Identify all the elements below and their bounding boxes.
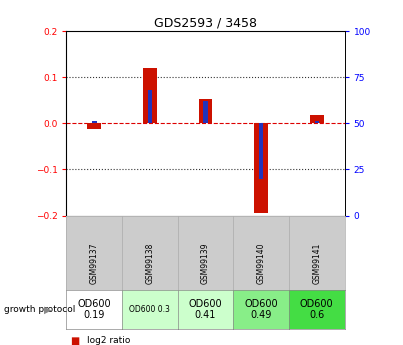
Bar xyxy=(254,124,268,213)
Text: OD600
0.19: OD600 0.19 xyxy=(77,299,111,321)
Bar xyxy=(143,68,157,124)
Text: ▶: ▶ xyxy=(44,305,51,315)
Title: GDS2593 / 3458: GDS2593 / 3458 xyxy=(154,17,257,30)
Bar xyxy=(147,90,152,124)
Text: OD600
0.41: OD600 0.41 xyxy=(189,299,222,321)
Text: growth protocol: growth protocol xyxy=(4,305,75,314)
Text: OD600 0.3: OD600 0.3 xyxy=(129,305,170,314)
Text: OD600
0.6: OD600 0.6 xyxy=(300,299,334,321)
Text: GSM99140: GSM99140 xyxy=(257,243,266,284)
Bar xyxy=(199,99,212,124)
Bar xyxy=(314,121,319,124)
Bar xyxy=(87,124,101,129)
Text: OD600
0.49: OD600 0.49 xyxy=(244,299,278,321)
Text: GSM99137: GSM99137 xyxy=(90,243,99,284)
Bar xyxy=(92,121,97,124)
Bar xyxy=(203,101,208,124)
Text: GSM99139: GSM99139 xyxy=(201,243,210,284)
Text: log2 ratio: log2 ratio xyxy=(87,336,130,345)
Bar xyxy=(259,124,264,179)
Text: GSM99141: GSM99141 xyxy=(312,243,321,284)
Text: GSM99138: GSM99138 xyxy=(145,243,154,284)
Bar xyxy=(310,115,324,124)
Text: ■: ■ xyxy=(71,336,80,345)
